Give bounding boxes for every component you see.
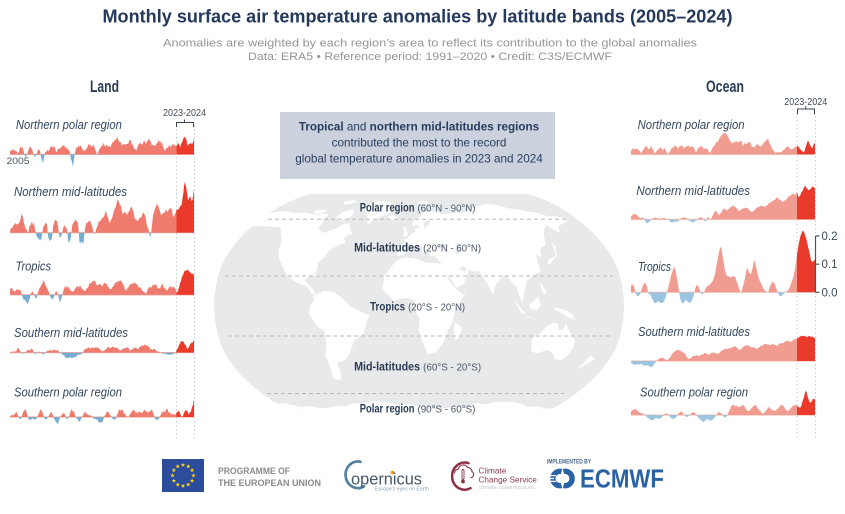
svg-text:Tropics: Tropics: [638, 259, 671, 274]
svg-text:(20°S - 20°N): (20°S - 20°N): [408, 303, 465, 314]
svg-text:IMPLEMENTED BY: IMPLEMENTED BY: [547, 460, 591, 466]
svg-text:Climate: Climate: [479, 467, 507, 476]
svg-text:PROGRAMME OF: PROGRAMME OF: [218, 466, 290, 476]
svg-text:Mid-latitudes: Mid-latitudes: [354, 362, 420, 374]
svg-text:Southern mid-latitudes: Southern mid-latitudes: [638, 324, 751, 339]
svg-text:2023-2024: 2023-2024: [163, 108, 206, 119]
svg-text:Data: ERA5 • Reference period:: Data: ERA5 • Reference period: 1991–2020…: [248, 51, 612, 63]
svg-text:Change Service: Change Service: [479, 476, 538, 485]
svg-text:Southern polar region: Southern polar region: [640, 385, 748, 400]
svg-text:Southern polar region: Southern polar region: [14, 385, 122, 400]
svg-text:0.2: 0.2: [822, 231, 838, 243]
svg-text:2005: 2005: [7, 156, 30, 166]
svg-text:Northern polar region: Northern polar region: [16, 117, 122, 132]
svg-text:Anomalies are weighted by each: Anomalies are weighted by each region’s …: [163, 37, 697, 49]
svg-text:0.1: 0.1: [822, 259, 838, 271]
svg-text:0.0: 0.0: [822, 287, 838, 299]
svg-text:(90°S - 60°S): (90°S - 60°S): [417, 405, 475, 416]
svg-text:Northern mid-latitudes: Northern mid-latitudes: [636, 183, 750, 198]
svg-text:Europe’s eyes on Earth: Europe’s eyes on Earth: [375, 487, 429, 493]
svg-text:(60°S - 20°S): (60°S - 20°S): [423, 363, 481, 374]
svg-text:Tropical and northern mid-lati: Tropical and northern mid-latitudes regi…: [299, 121, 540, 134]
svg-text:THE EUROPEAN UNION: THE EUROPEAN UNION: [218, 478, 321, 488]
svg-text:Southern mid-latitudes: Southern mid-latitudes: [14, 325, 129, 340]
svg-text:Northern polar region: Northern polar region: [638, 117, 745, 132]
svg-text:Northern mid-latitudes: Northern mid-latitudes: [14, 184, 128, 199]
svg-text:(20°N - 60°N): (20°N - 60°N): [423, 244, 481, 255]
svg-text:(60°N - 90°N): (60°N - 90°N): [417, 204, 475, 215]
svg-text:global temperature anomalies i: global temperature anomalies in 2023 and…: [295, 153, 543, 166]
svg-text:Monthly surface air temperatur: Monthly surface air temperature anomalie…: [103, 6, 733, 27]
svg-text:Tropics: Tropics: [16, 258, 52, 273]
svg-text:climate.copernicus.eu: climate.copernicus.eu: [479, 485, 535, 491]
svg-text:opernicus: opernicus: [351, 471, 422, 489]
svg-text:Ocean: Ocean: [706, 78, 744, 96]
svg-text:Land: Land: [90, 78, 119, 96]
svg-text:Mid-latitudes: Mid-latitudes: [354, 243, 420, 255]
svg-text:Polar region: Polar region: [360, 203, 415, 215]
svg-text:ECMWF: ECMWF: [580, 464, 664, 494]
svg-text:Tropics: Tropics: [370, 302, 405, 314]
svg-text:2023-2024: 2023-2024: [784, 97, 827, 108]
svg-text:Polar region: Polar region: [360, 404, 415, 416]
svg-text:contributed the most to the re: contributed the most to the record: [332, 137, 507, 150]
